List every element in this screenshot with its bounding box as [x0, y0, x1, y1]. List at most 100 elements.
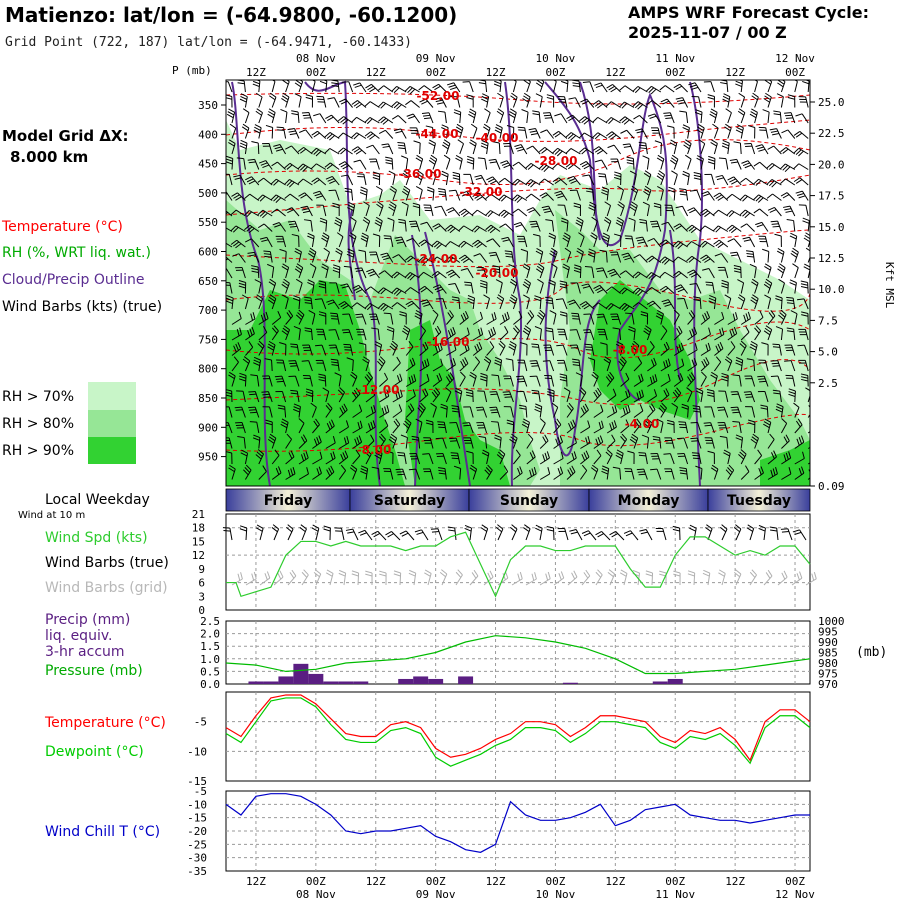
wind-barbs-grid-label: Wind Barbs (grid) — [45, 580, 168, 596]
model-grid-title: Model Grid ΔX: — [2, 127, 129, 145]
precip-label-2: liq. equiv. — [45, 628, 112, 644]
pressure-axis-label: P (mb) — [172, 64, 212, 77]
pressure-tick-label: 985 — [818, 647, 838, 660]
isotherm-label: -52.00 — [417, 89, 460, 103]
bottom-hour-label: 00Z — [306, 875, 326, 888]
precip-bar — [278, 676, 294, 684]
wind-speed-line — [226, 531, 811, 598]
wind-tick-label: 15 — [192, 535, 205, 548]
bottom-date-label: 08 Nov — [296, 888, 336, 900]
top-hour-label: 00Z — [785, 66, 805, 79]
bottom-hour-label: 00Z — [426, 875, 446, 888]
pressure-tick-label: 995 — [818, 626, 838, 639]
top-hour-label: 00Z — [545, 66, 565, 79]
precip-tick-label: 2.0 — [200, 628, 220, 641]
isotherm-lines — [226, 92, 810, 452]
isotherm-label: -12.00 — [357, 383, 400, 397]
isotherm-label: -40.00 — [476, 131, 519, 145]
legend-rh70: RH > 70% — [2, 389, 74, 405]
windchill-tick-label: -15 — [187, 812, 207, 825]
bottom-hour-label: 12Z — [486, 875, 506, 888]
precip-bar — [428, 678, 444, 684]
wind-tick-label: 0 — [198, 604, 205, 617]
pressure-ticks: 350 400 450 500 550 600 650 700 750 800 850 900 950 — [198, 99, 226, 464]
precip-tick-label: 1.0 — [200, 653, 220, 666]
rh80-swatch — [88, 410, 136, 437]
bottom-hour-label: 00Z — [785, 875, 805, 888]
height-tick-label: 5.0 — [818, 346, 838, 359]
bottom-hour-label: 12Z — [605, 875, 625, 888]
top-date-label: 10 Nov — [536, 52, 576, 65]
wind-tick-label: 21 — [192, 508, 205, 521]
pressure-tick-label: 900 — [198, 421, 218, 434]
isotherm-label: -4.00 — [625, 417, 660, 431]
precip-bar — [323, 681, 339, 684]
precip-bar — [413, 676, 429, 684]
pressure-tick-label: 975 — [818, 668, 838, 681]
pressure-line — [225, 635, 811, 675]
rh70-swatch — [88, 382, 136, 410]
wind-tick-label: 12 — [192, 549, 205, 562]
windchill-tick-label: -20 — [187, 825, 207, 838]
wind-tick-label: 18 — [192, 522, 205, 535]
top-hour-label: 12Z — [605, 66, 625, 79]
wind-barbs-true-label: Wind Barbs (true) — [45, 555, 169, 571]
height-axis-label: Kft MSL — [883, 262, 896, 309]
precip-tick-label: 1.5 — [200, 640, 220, 653]
precip-bar — [398, 678, 414, 684]
wind-speed-label: Wind Spd (kts) — [45, 530, 148, 546]
precip-bar — [248, 681, 264, 684]
legend-temperature: Temperature (°C) — [1, 219, 123, 235]
top-hour-label: 00Z — [306, 66, 326, 79]
top-hour-label: 12Z — [486, 66, 506, 79]
windchill-line — [225, 793, 810, 853]
bottom-date-label: 12 Nov — [775, 888, 815, 900]
legend-rh: RH (%, WRT liq. wat.) — [2, 245, 151, 261]
pressure-tick-label: 350 — [198, 99, 218, 112]
precip-bar — [652, 681, 668, 684]
windchill-tick-label: -5 — [194, 785, 207, 798]
wind-barbs-grid — [231, 569, 817, 586]
top-hour-labels: 12Z 00Z 12Z 00Z 12Z 00Z 12Z 00Z 12Z 00Z — [246, 66, 805, 79]
top-hour-label: 12Z — [366, 66, 386, 79]
cross-section-wind-barbs — [226, 80, 810, 480]
dewpoint-label: Dewpoint (°C) — [45, 744, 144, 760]
height-tick-label: 25.0 — [818, 96, 845, 109]
height-tick-label: 12.5 — [818, 252, 845, 265]
windchill-tick-label: -10 — [187, 798, 207, 811]
temperature-label: Temperature (°C) — [44, 715, 166, 731]
height-ticks: 25.0 22.5 20.0 17.5 15.0 12.5 10.0 7.5 5.0 2.5 0.0… — [810, 96, 845, 493]
isotherm-label: -16.00 — [427, 335, 470, 349]
precip-bar — [562, 682, 578, 684]
windchill-tick-label: -30 — [187, 852, 207, 865]
windchill-tick-label: -25 — [187, 838, 207, 851]
bottom-hour-label: 12Z — [366, 875, 386, 888]
height-tick-label: 17.5 — [818, 190, 845, 203]
isotherm-label: -8.00 — [357, 443, 392, 457]
legend-cloud: Cloud/Precip Outline — [2, 272, 145, 288]
temp-tick-label: -15 — [187, 775, 207, 788]
isotherm-label: -20.00 — [476, 266, 519, 280]
weekday-label: Saturday — [374, 493, 445, 509]
height-tick-label: 7.5 — [818, 314, 838, 327]
windchill-panel: -5-10-15-20-25-30-35 Wind Chill T (°C) — [45, 785, 811, 878]
top-hour-label: 12Z — [725, 66, 745, 79]
pressure-tick-label: 400 — [198, 128, 218, 141]
height-tick-label: 0.09 — [818, 480, 845, 493]
legend-rh90: RH > 90% — [2, 443, 74, 459]
bottom-hour-label: 00Z — [545, 875, 565, 888]
windchill-ticks: -5-10-15-20-25-30-35 — [187, 785, 207, 878]
precip-bar — [667, 678, 683, 684]
weekday-bar: Local Weekday Wind at 10 m Friday Saturda… — [18, 488, 811, 521]
pressure-tick-label: 500 — [198, 187, 218, 200]
isotherm-label: -36.00 — [399, 167, 442, 181]
bottom-date-labels: 08 Nov 09 Nov 10 Nov 11 Nov 12 Nov — [296, 888, 815, 900]
height-tick-label: 10.0 — [818, 283, 845, 296]
precip-bar — [308, 673, 324, 684]
rh90-swatch — [88, 437, 136, 464]
height-tick-label: 2.5 — [818, 377, 838, 390]
windchill-tick-label: -35 — [187, 865, 207, 878]
weekday-label: Monday — [618, 493, 680, 509]
temperature-ticks: -5 -10 -15 — [187, 716, 207, 788]
